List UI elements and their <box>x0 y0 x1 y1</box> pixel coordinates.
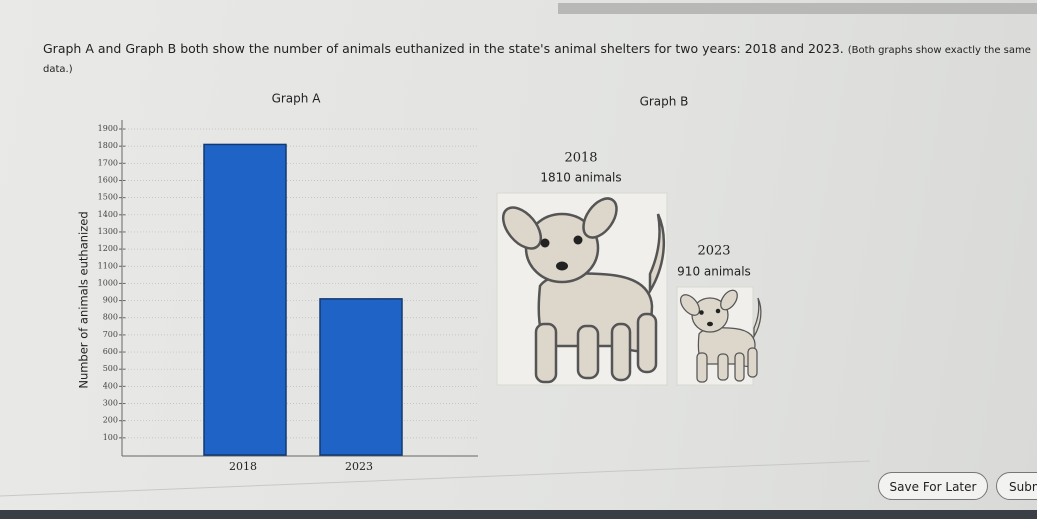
y-tick-label: 1800 <box>98 141 118 150</box>
submit-button[interactable]: Submit <box>996 472 1037 500</box>
dog-label: 1810 animals <box>540 171 621 185</box>
graph-b-title: Graph B <box>640 95 689 109</box>
dog-year: 2023 <box>697 244 730 259</box>
question: Graph A and Graph B both show the number… <box>43 40 1033 78</box>
top-bar <box>558 3 1037 14</box>
y-tick-label: 1900 <box>98 124 118 133</box>
y-tick-label: 700 <box>103 330 118 339</box>
save-button[interactable]: Save For Later <box>878 472 988 500</box>
bar <box>319 298 403 456</box>
y-tick-label: 300 <box>103 399 118 408</box>
y-axis-label: Number of animals euthanized <box>77 211 91 388</box>
y-tick-label: 900 <box>103 296 118 305</box>
question-text: Graph A and Graph B both show the number… <box>43 41 844 56</box>
x-tick-label: 2023 <box>345 460 373 473</box>
dog-label: 910 animals <box>677 265 751 279</box>
y-tick-label: 1600 <box>98 175 118 184</box>
bottom-bar <box>0 510 1037 519</box>
note: (Both graphs show exactly the same data.… <box>43 45 1031 75</box>
divider <box>0 460 871 497</box>
y-tick-label: 600 <box>103 347 118 356</box>
y-tick-label: 1700 <box>98 158 118 167</box>
dog-year: 2018 <box>564 151 597 166</box>
submit-clip: Submit <box>996 472 1037 502</box>
y-tick-label: 1400 <box>98 210 118 219</box>
y-tick-label: 1200 <box>98 244 118 253</box>
y-tick-label: 1500 <box>98 193 118 202</box>
y-tick-label: 800 <box>103 313 118 322</box>
y-tick-label: 500 <box>103 364 118 373</box>
y-tick-label: 1000 <box>98 278 118 287</box>
y-tick-label: 200 <box>103 416 118 425</box>
chart-title: Graph A <box>272 92 322 106</box>
bar <box>203 143 287 456</box>
y-tick-label: 100 <box>103 433 118 442</box>
y-tick-label: 1100 <box>98 261 118 270</box>
y-tick-label: 1300 <box>98 227 118 236</box>
x-tick-label: 2018 <box>229 460 257 473</box>
y-tick-label: 400 <box>103 381 118 390</box>
